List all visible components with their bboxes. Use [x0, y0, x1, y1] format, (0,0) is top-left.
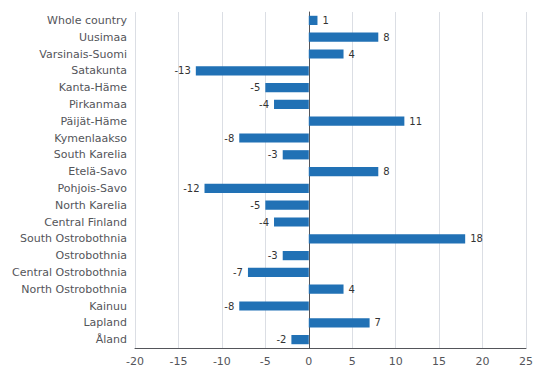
svg-text:-4: -4 — [259, 217, 269, 228]
svg-text:Whole country: Whole country — [47, 14, 127, 27]
svg-text:11: 11 — [409, 116, 422, 127]
svg-text:20: 20 — [476, 355, 490, 368]
svg-text:-20: -20 — [126, 355, 144, 368]
svg-text:4: 4 — [349, 49, 355, 60]
svg-text:-4: -4 — [259, 99, 269, 110]
svg-text:-7: -7 — [233, 267, 243, 278]
svg-text:25: 25 — [519, 355, 533, 368]
svg-text:8: 8 — [383, 166, 389, 177]
svg-text:Pohjois-Savo: Pohjois-Savo — [58, 182, 128, 195]
svg-text:15: 15 — [432, 355, 446, 368]
svg-text:7: 7 — [375, 317, 381, 328]
svg-text:South Ostrobothnia: South Ostrobothnia — [20, 232, 127, 245]
svg-text:Kanta-Häme: Kanta-Häme — [59, 81, 127, 94]
svg-text:South Karelia: South Karelia — [54, 148, 127, 161]
svg-text:Central Finland: Central Finland — [44, 216, 127, 229]
svg-text:North Karelia: North Karelia — [55, 199, 127, 212]
svg-text:-2: -2 — [276, 334, 286, 345]
svg-text:Varsinais-Suomi: Varsinais-Suomi — [39, 48, 127, 61]
svg-text:-12: -12 — [183, 183, 199, 194]
svg-text:18: 18 — [470, 233, 483, 244]
svg-text:Lapland: Lapland — [83, 316, 127, 329]
svg-text:Kainuu: Kainuu — [89, 300, 127, 313]
svg-text:10: 10 — [389, 355, 403, 368]
svg-text:-8: -8 — [224, 133, 234, 144]
svg-text:Satakunta: Satakunta — [71, 64, 127, 77]
svg-text:Pirkanmaa: Pirkanmaa — [69, 98, 127, 111]
svg-text:Etelä-Savo: Etelä-Savo — [68, 165, 127, 178]
svg-text:-5: -5 — [260, 355, 271, 368]
svg-text:1: 1 — [322, 15, 328, 26]
svg-text:Ostrobothnia: Ostrobothnia — [56, 249, 127, 262]
svg-text:-5: -5 — [250, 200, 260, 211]
svg-text:-8: -8 — [224, 301, 234, 312]
svg-text:0: 0 — [305, 355, 312, 368]
svg-text:-3: -3 — [268, 250, 278, 261]
svg-text:Central Ostrobothnia: Central Ostrobothnia — [12, 266, 127, 279]
svg-text:-15: -15 — [169, 355, 187, 368]
svg-text:Uusimaa: Uusimaa — [79, 31, 127, 44]
svg-text:8: 8 — [383, 32, 389, 43]
svg-text:-10: -10 — [213, 355, 231, 368]
svg-text:-3: -3 — [268, 149, 278, 160]
svg-text:-5: -5 — [250, 82, 260, 93]
svg-text:4: 4 — [349, 284, 355, 295]
svg-text:Åland: Åland — [96, 333, 127, 346]
svg-text:Päijät-Häme: Päijät-Häme — [60, 115, 127, 128]
svg-text:5: 5 — [349, 355, 356, 368]
svg-text:North Ostrobothnia: North Ostrobothnia — [21, 283, 127, 296]
svg-text:-13: -13 — [174, 65, 190, 76]
svg-text:Kymenlaakso: Kymenlaakso — [54, 132, 127, 145]
